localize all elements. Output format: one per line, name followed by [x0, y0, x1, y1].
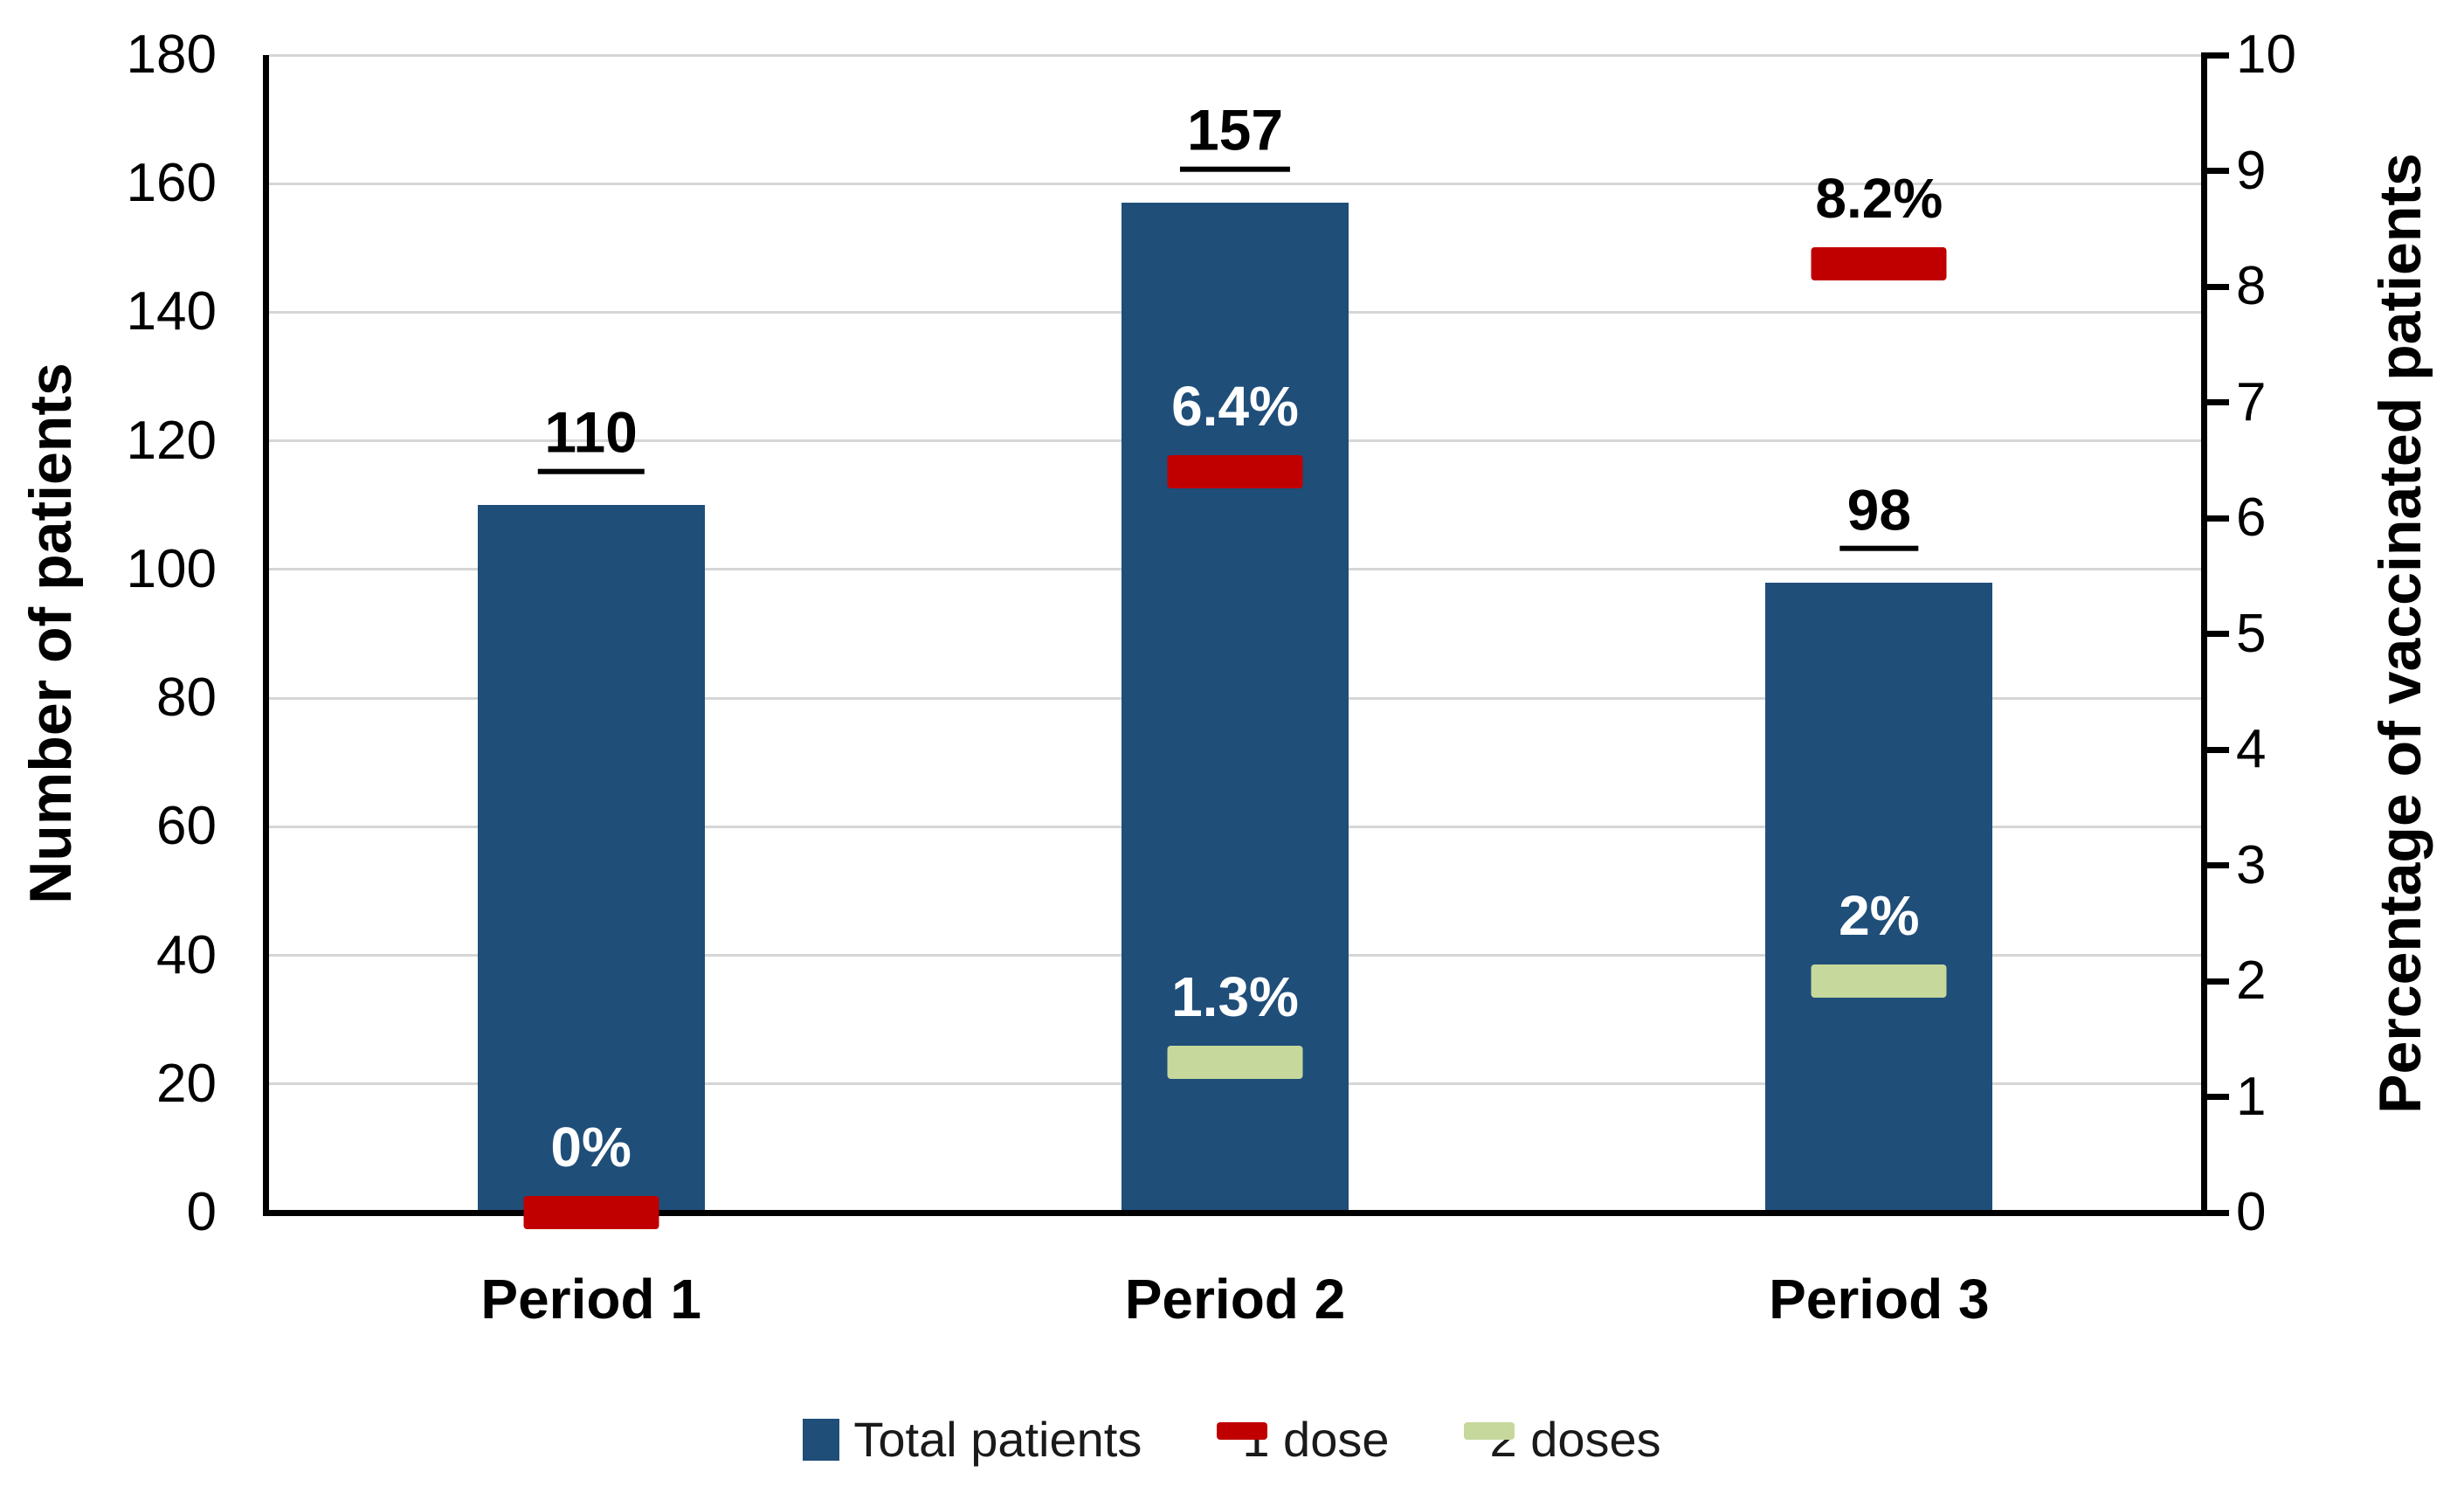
right-axis-tick-mark	[2201, 1209, 2229, 1216]
plot-area: 110 157 98 0% 6.4% 8.2% 1.3% 2%	[263, 53, 2207, 1229]
legend-dash-icon	[1217, 1421, 1268, 1440]
left-axis-tick-label: 40	[156, 924, 217, 985]
dash-value-label: 6.4%	[1171, 374, 1299, 438]
legend-item-total-patients: Total patients	[803, 1411, 1142, 1467]
category-label-period-3: Period 3	[1769, 1268, 1990, 1331]
category-label-period-1: Period 1	[480, 1268, 701, 1331]
bar-total-patients	[1122, 203, 1349, 1213]
right-axis-tick-label: 3	[2236, 834, 2267, 895]
right-axis-tick-label: 6	[2236, 487, 2267, 548]
category-label-period-2: Period 2	[1124, 1268, 1346, 1331]
left-axis-tick-label: 160	[126, 153, 217, 214]
left-axis-tick-label: 120	[126, 410, 217, 471]
right-axis-tick-label: 1	[2236, 1066, 2267, 1127]
right-axis-tick-mark	[2201, 862, 2229, 868]
right-axis-tick-mark	[2201, 1094, 2229, 1100]
right-axis-tick-label: 10	[2236, 24, 2296, 85]
dash-value-label: 2%	[1839, 883, 1920, 947]
right-axis-tick-mark	[2201, 515, 2229, 522]
dash-value-label: 1.3%	[1171, 964, 1299, 1028]
bar-value-label: 98	[1839, 480, 1919, 551]
right-axis-tick-label: 0	[2236, 1182, 2267, 1242]
dash-marker-2-doses	[1167, 1045, 1303, 1079]
right-axis-tick-mark	[2201, 399, 2229, 405]
left-axis-tick-label: 180	[126, 24, 217, 85]
bar-total-patients	[477, 505, 705, 1213]
right-axis-tick-label: 5	[2236, 603, 2267, 664]
right-axis-tick-mark	[2201, 52, 2229, 59]
right-axis-tick-mark	[2201, 631, 2229, 637]
dash-marker-1-dose	[1167, 455, 1303, 488]
legend-item-1-dose: 1 dose	[1217, 1414, 1389, 1464]
right-axis-tick-mark	[2201, 978, 2229, 985]
left-axis-tick-label: 0	[186, 1182, 217, 1242]
legend-item-2-doses: 2 doses	[1464, 1411, 1661, 1467]
left-axis-tick-label: 20	[156, 1053, 217, 1114]
right-axis-line	[2201, 55, 2207, 1215]
gridline	[269, 53, 2201, 57]
dash-value-label: 8.2%	[1815, 166, 1943, 230]
dash-marker-1-dose	[523, 1196, 659, 1229]
legend: Total patients 1 dose 2 doses	[0, 1398, 2464, 1481]
left-axis-tick-label: 140	[126, 281, 217, 342]
right-axis-tick-label: 9	[2236, 140, 2267, 201]
x-axis-line	[263, 1210, 2207, 1216]
right-axis-tick-mark	[2201, 746, 2229, 753]
left-axis-tick-label: 80	[156, 667, 217, 729]
right-axis-tick-label: 4	[2236, 719, 2267, 779]
dash-marker-2-doses	[1811, 964, 1947, 998]
legend-square-icon	[803, 1418, 840, 1461]
left-axis-tick-label: 100	[126, 538, 217, 599]
dash-marker-1-dose	[1811, 246, 1947, 280]
right-axis-tick-label: 7	[2236, 371, 2267, 432]
right-axis-tick-mark	[2201, 168, 2229, 174]
right-axis-tick-mark	[2201, 283, 2229, 290]
right-axis-tick-label: 2	[2236, 950, 2267, 1011]
left-axis-line	[263, 55, 269, 1215]
bar-total-patients	[1765, 582, 1993, 1213]
left-axis-tick-label: 60	[156, 796, 217, 857]
bar-value-label: 157	[1179, 100, 1291, 172]
legend-dash-icon	[1464, 1421, 1515, 1440]
right-axis-title: Percentage of vaccinated patients	[2367, 153, 2433, 1114]
legend-label: 2 doses	[1489, 1411, 1661, 1467]
right-axis-tick-label: 8	[2236, 256, 2267, 316]
gridline	[269, 182, 2201, 185]
bar-value-label: 110	[537, 402, 645, 474]
dash-value-label: 0%	[550, 1115, 632, 1179]
legend-label: Total patients	[853, 1411, 1142, 1467]
